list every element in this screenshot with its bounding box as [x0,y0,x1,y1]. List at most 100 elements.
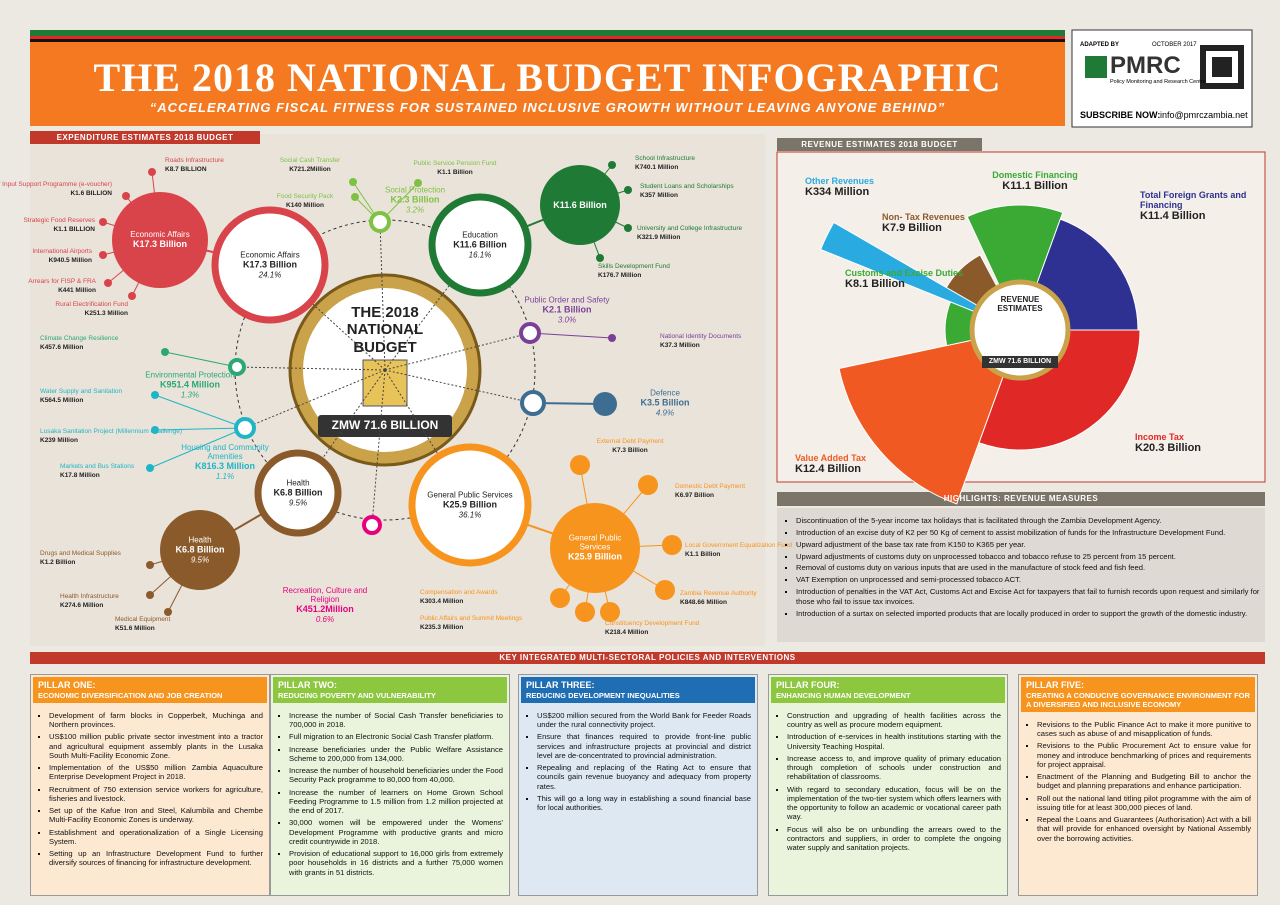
sub-dot [164,608,172,616]
bubble-label: Housing and Community Amenities K816.3 Mi… [180,443,270,481]
highlight: Introduction of an excise duty of K2 per… [796,528,1266,538]
pillar-item: Enactment of the Planning and Budgeting … [1037,772,1251,791]
sector-circle [228,358,246,376]
sub-amount: K564.5 Million [40,397,83,404]
bubble-amount: K11.6 Billion [553,199,607,210]
sub-amount: K457.6 Million [40,344,83,351]
pillar-list: US$200 million secured from the World Ba… [519,705,757,813]
sub-label: Skills Development Fund [598,263,670,270]
bubble-label: Health K6.8 Billion 9.5% [166,536,234,565]
bubble-share: 24.1% [258,270,282,280]
sub-dot [146,591,154,599]
bubble-label: Defence K3.5 Billion 4.9% [620,389,710,418]
revenue-name: Other Revenues [805,176,875,186]
bubble-label: Economic Affairs K17.3 Billion [119,230,201,250]
sub-dot [624,186,632,194]
sector-circle [520,390,546,416]
bubble-amount: K11.6 Billion [453,239,507,250]
bubble-label: K11.6 Billion [546,200,614,210]
sub-label: Student Loans and Scholarships [640,183,734,190]
sub-dot [624,224,632,232]
bubble-amount: K6.8 Billion [273,487,323,498]
sub-dot [351,193,359,201]
sub-label: Domestic Debt Payment [675,483,745,490]
connector [149,427,246,469]
sub-label: National Identity Documents [660,333,742,340]
highlights-list: Discontinuation of the 5-year income tax… [780,516,1266,621]
connector [384,332,531,371]
pillar: PILLAR THREE: REDUCING DEVELOPMENT INEQUA… [518,674,758,896]
connector [236,366,386,371]
revenue-label: Domestic Financing K11.1 Billion [975,170,1095,192]
coat-of-arms [362,359,408,407]
date: OCTOBER 2017 [1152,42,1197,48]
pillar-header: PILLAR THREE: REDUCING DEVELOPMENT INEQUA… [521,677,755,703]
sub-dot [575,602,595,622]
bubble-label: Recreation, Culture and Religion K451.2Mi… [280,586,370,624]
pillar-item: This will go a long way in establishing … [537,794,751,813]
connector [529,332,613,339]
sub-amount: K6.97 Billion [675,492,714,499]
bubble-share: 36.1% [458,510,482,520]
sub-label: Lusaka Sanitation Project (Millennium Ch… [40,428,182,435]
hub [593,392,617,416]
revenue-amount: K11.4 Billion [1140,210,1206,222]
revenue-amount: K334 Million [805,186,870,198]
revenue-label: Customs and Excise Duties K8.1 Billion [845,268,965,290]
bubble-name: Economic Affairs [240,250,300,260]
highlights-panel [777,508,1265,642]
sub-dot [151,391,159,399]
sub-label: Roads Infrastructure [165,157,224,164]
section-title: EXPENDITURE ESTIMATES 2018 BUDGET [56,133,234,142]
pillar-item: Full migration to an Electronic Social C… [289,732,503,741]
sub-amount: K176.7 Million [598,272,641,279]
pillar-item: Establishment and operationalization of … [49,828,263,847]
bubble-share: 9.5% [190,555,210,565]
sub-amount: K8.7 BILLION [165,166,207,173]
bubble-name: General Public Services [427,490,513,500]
sub-dot [638,475,658,495]
pillar-item: Focus will also be on unbundling the arr… [787,825,1001,853]
sub-amount: K1.2 Billion [40,559,75,566]
bubble-name: Health [188,535,212,545]
pillar-item: Increase the number of Social Cash Trans… [289,711,503,730]
sub-dot [600,602,620,622]
budget-title: THE 2018 NATIONAL BUDGET [346,304,424,356]
sub-dot [148,168,156,176]
flag-stripe [30,30,1065,36]
pillar-subtitle: REDUCING DEVELOPMENT INEQUALITIES [526,690,680,700]
sub-amount: K1.1 Billion [685,551,720,558]
pillar-subtitle: ENHANCING HUMAN DEVELOPMENT [776,690,911,700]
section-title: HIGHLIGHTS: REVENUE MEASURES [943,494,1099,503]
sub-amount: K17.8 Million [60,472,100,479]
sub-dot [608,334,616,342]
sub-dot [570,455,590,475]
bubble-label: Health K6.8 Billion 9.5% [266,479,330,508]
bubble-share: 0.6% [315,614,335,624]
adapted-by: ADAPTED BY [1080,42,1120,48]
sub-label: Public Affairs and Summit Meetings [420,615,523,622]
sub-amount: K721.2Million [289,166,331,173]
bubble-amount: K951.4 Million [159,379,221,390]
org: PMRC [1110,52,1181,79]
sub-label: Zambia Revenue Authority [680,590,757,597]
sub-amount: K51.6 Million [115,625,155,632]
sub-dot [122,192,130,200]
pillar-list: Construction and upgrading of health fac… [769,705,1007,853]
sub-amount: K218.4 Million [605,629,648,636]
sub-label: University and College Infrastructure [637,225,743,232]
hub [160,510,240,590]
connector [154,394,246,429]
sub-dot [349,178,357,186]
pillar-item: Repealing and replacing of the Rating Ac… [537,763,751,791]
sub-label: External Debt Payment [597,438,664,445]
connector [244,369,386,429]
revenue-amount: K7.9 Billion [882,222,942,234]
bubble-share: 1.1% [215,471,235,481]
pillar-item: Increase access to, and improve quality … [787,754,1001,782]
bubble-name: Recreation, Culture and Religion [282,586,368,605]
revenue-amount: K8.1 Billion [845,278,905,290]
sector-circle [408,443,532,567]
bubble-label: Economic Affairs K17.3 Billion 24.1% [226,251,314,280]
connector [379,221,386,371]
